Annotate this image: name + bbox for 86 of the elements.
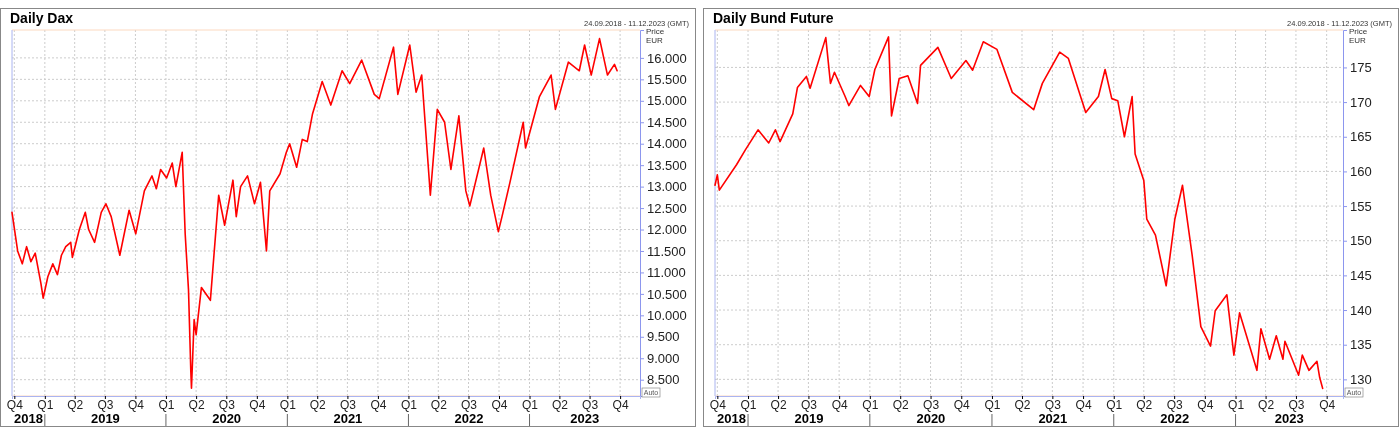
x-tick-label: Q1	[37, 398, 54, 413]
x-tick-label: Q3	[923, 398, 940, 413]
x-tick-label: Q3	[1044, 398, 1062, 413]
y-tick-label: 145	[1350, 268, 1372, 284]
y-tick-label: 155	[1350, 198, 1372, 214]
x-tick-label: Q2	[309, 398, 327, 413]
y-tick-label: 15.000	[647, 93, 687, 109]
x-tick-label: Q3	[97, 398, 114, 413]
y-tick-label: 130	[1350, 372, 1372, 388]
x-tick-label: Q1	[279, 398, 297, 413]
text: 2018	[717, 411, 746, 426]
y-tick-label: 150	[1350, 233, 1372, 249]
x-tick-label: Q2	[1014, 398, 1031, 413]
x-tick-label: Q4	[831, 398, 848, 413]
x-tick-label: Q1	[522, 398, 539, 413]
x-tick-label: Q4	[1197, 398, 1214, 413]
y-tick-label: 13.000	[647, 179, 687, 195]
x-tick-label: Q4	[1075, 398, 1092, 413]
y-tick-label: 12.000	[647, 222, 687, 238]
x-tick-label: Q2	[892, 398, 910, 413]
y-tick-label: 15.500	[647, 72, 687, 87]
x-tick-label: Q2	[188, 398, 205, 413]
text: 2023	[1274, 411, 1304, 426]
x-tick-label: Q2	[1136, 398, 1153, 413]
x-tick-label: Q1	[862, 398, 879, 413]
x-tick-label: Q2	[430, 398, 448, 413]
text: 2019	[794, 411, 824, 426]
x-tick-label: Q4	[953, 398, 971, 413]
y-tick-label: 8.500	[647, 372, 680, 388]
x-tick-label: Q3	[582, 398, 599, 413]
y-tick-label: 135	[1350, 337, 1372, 353]
y-tick-label: 170	[1350, 94, 1372, 110]
text: 2021	[1038, 411, 1068, 426]
text: 2020	[212, 411, 242, 426]
x-tick-label: Q1	[984, 398, 1001, 413]
x-tick-label: Q4	[370, 398, 387, 413]
x-tick-label: Q1	[1228, 398, 1245, 413]
y-tick-label: 14.000	[647, 136, 687, 152]
y-tick-label: 175	[1350, 60, 1372, 76]
y-tick-label: 10.000	[647, 307, 687, 323]
chart-title: Daily Bund Future	[713, 10, 834, 26]
chart-title: Daily Dax	[10, 10, 74, 26]
y-tick-label: 140	[1350, 302, 1372, 318]
text: 2019	[90, 411, 120, 426]
x-tick-label: Q1	[400, 398, 418, 413]
x-tick-label: Q4	[6, 398, 24, 413]
x-tick-label: Q1	[1106, 398, 1123, 413]
x-tick-label: Q2	[67, 398, 84, 413]
x-tick-label: Q3	[1166, 398, 1183, 413]
text: 2021	[333, 411, 363, 426]
x-tick-label: Q4	[249, 398, 266, 413]
text: 2022	[454, 411, 484, 426]
y-tick-label: 160	[1350, 164, 1372, 180]
x-tick-label: Q4	[1319, 398, 1336, 413]
y-tick-label: 165	[1350, 129, 1372, 145]
x-tick-label: Q3	[339, 398, 357, 413]
line-series	[714, 36, 1324, 390]
y-axis-title: Price EUR	[1349, 27, 1368, 45]
x-tick-label: Q3	[800, 398, 818, 413]
x-tick-label: Q4	[709, 398, 727, 413]
x-tick-label: Q4	[491, 398, 508, 413]
y-axis-title: Price EUR	[646, 27, 665, 45]
y-tick-label: 14.500	[647, 114, 687, 130]
y-tick-label: 11.000	[647, 265, 686, 281]
y-tick-label: 12.500	[647, 200, 687, 216]
line-series	[11, 37, 618, 390]
x-tick-label: Q2	[770, 398, 787, 413]
y-tick-label: 10.500	[647, 286, 687, 302]
x-tick-label: Q4	[612, 398, 629, 413]
x-tick-label: Q2	[551, 398, 569, 413]
y-tick-label: 13.500	[647, 157, 687, 173]
text: 2022	[1160, 411, 1190, 426]
x-tick-label: Q1	[740, 398, 757, 413]
x-tick-label: Q3	[460, 398, 478, 413]
x-tick-label: Q3	[218, 398, 236, 413]
y-tick-label: 9.500	[647, 329, 680, 345]
y-tick-label: 9.000	[647, 350, 680, 366]
x-tick-label: Q2	[1258, 398, 1275, 413]
y-tick-label: 16.000	[647, 50, 687, 66]
text: 2020	[916, 411, 946, 426]
text: 2018	[13, 411, 43, 426]
x-tick-label: Q3	[1288, 398, 1305, 413]
y-tick-label: 11.500	[647, 243, 686, 259]
text: 2023	[570, 411, 600, 426]
x-tick-label: Q4	[127, 398, 145, 413]
x-tick-label: Q1	[158, 398, 175, 413]
